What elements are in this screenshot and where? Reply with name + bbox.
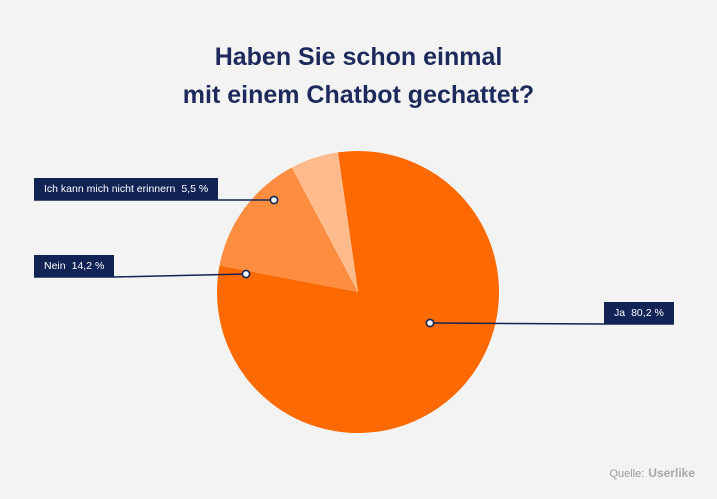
chart-title-line-2: mit einem Chatbot gechattet?	[182, 81, 535, 109]
slice-label-erinnern-value: 5,5 %	[181, 183, 209, 195]
leader-nein	[34, 269, 251, 279]
pie-slices	[217, 150, 500, 434]
slice-label-nein: Nein 14,2 %	[34, 255, 115, 277]
source-credit: Quelle: Userlike	[609, 466, 695, 480]
pie-slice-erinnern	[291, 152, 358, 292]
leader-ja	[425, 318, 674, 328]
slice-label-ja: Ja 80,2 %	[604, 302, 674, 324]
slice-label-ja-name: Ja	[614, 307, 626, 319]
chart-title: Haben Sie schon einmal mit einem Chatbot…	[0, 38, 717, 114]
slice-label-erinnern-name: Ich kann mich nicht erinnern	[44, 183, 176, 195]
leader-lines	[34, 195, 674, 328]
source-label: Quelle:	[609, 468, 645, 480]
userlike-logo: Userlike	[648, 466, 695, 480]
slice-label-erinnern: Ich kann mich nicht erinnern 5,5 %	[34, 178, 219, 200]
slice-label-nein-value: 14,2 %	[71, 260, 105, 272]
chart-title-line-1: Haben Sie schon einmal	[214, 43, 503, 71]
slice-label-nein-name: Nein	[44, 260, 66, 272]
pie-slice-nein	[219, 167, 358, 292]
leader-erinnern	[34, 195, 279, 205]
slice-label-ja-value: 80,2 %	[631, 307, 664, 319]
